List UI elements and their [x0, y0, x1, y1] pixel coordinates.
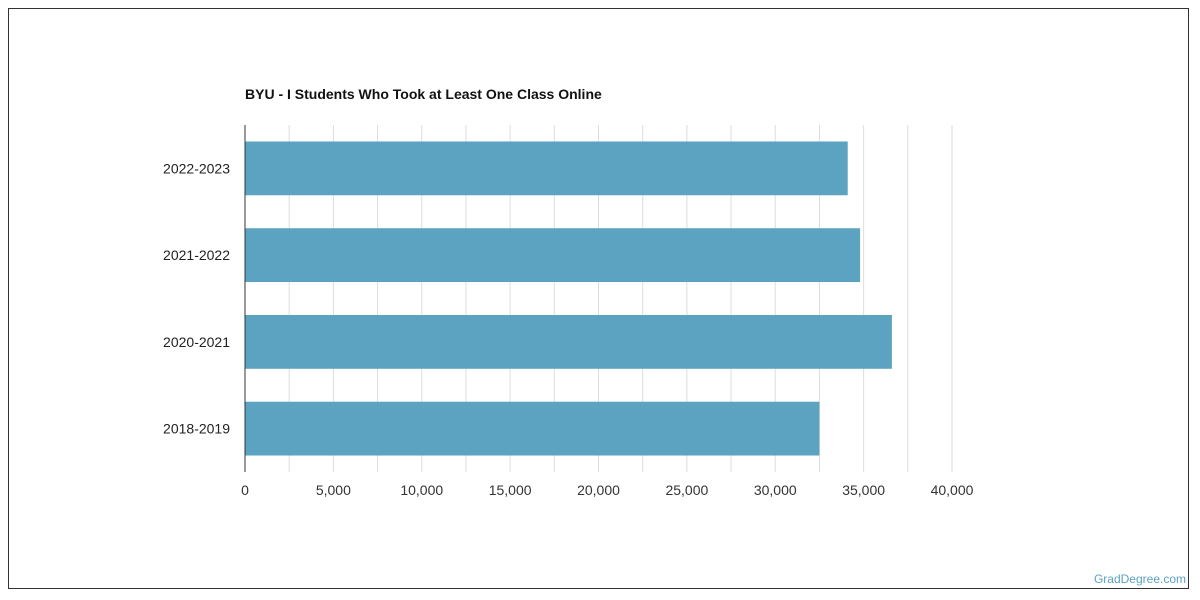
x-tick-label: 15,000: [489, 482, 532, 498]
x-tick-label: 30,000: [754, 482, 797, 498]
site-watermark-link[interactable]: GradDegree.com: [1093, 572, 1186, 586]
category-label: 2022-2023: [163, 160, 230, 176]
bar-2018-2019: [245, 401, 820, 456]
bar-2020-2021: [245, 314, 892, 369]
x-tick-label: 20,000: [577, 482, 620, 498]
x-tick-label: 10,000: [400, 482, 443, 498]
chart-title: BYU - I Students Who Took at Least One C…: [245, 86, 602, 102]
x-tick-label: 25,000: [665, 482, 708, 498]
x-tick-label: 5,000: [316, 482, 351, 498]
category-label: 2018-2019: [163, 421, 230, 437]
category-label: 2021-2022: [163, 247, 230, 263]
x-tick-label: 40,000: [931, 482, 974, 498]
labels: 2022-2023 2021-2022 2020-2021 2018-2019 0 5,0…: [163, 160, 974, 498]
category-label: 2020-2021: [163, 334, 230, 350]
bar-2022-2023: [245, 141, 848, 196]
bars: [245, 141, 892, 456]
x-tick-label: 35,000: [842, 482, 885, 498]
x-tick-label: 0: [241, 482, 249, 498]
bar-2021-2022: [245, 228, 861, 283]
